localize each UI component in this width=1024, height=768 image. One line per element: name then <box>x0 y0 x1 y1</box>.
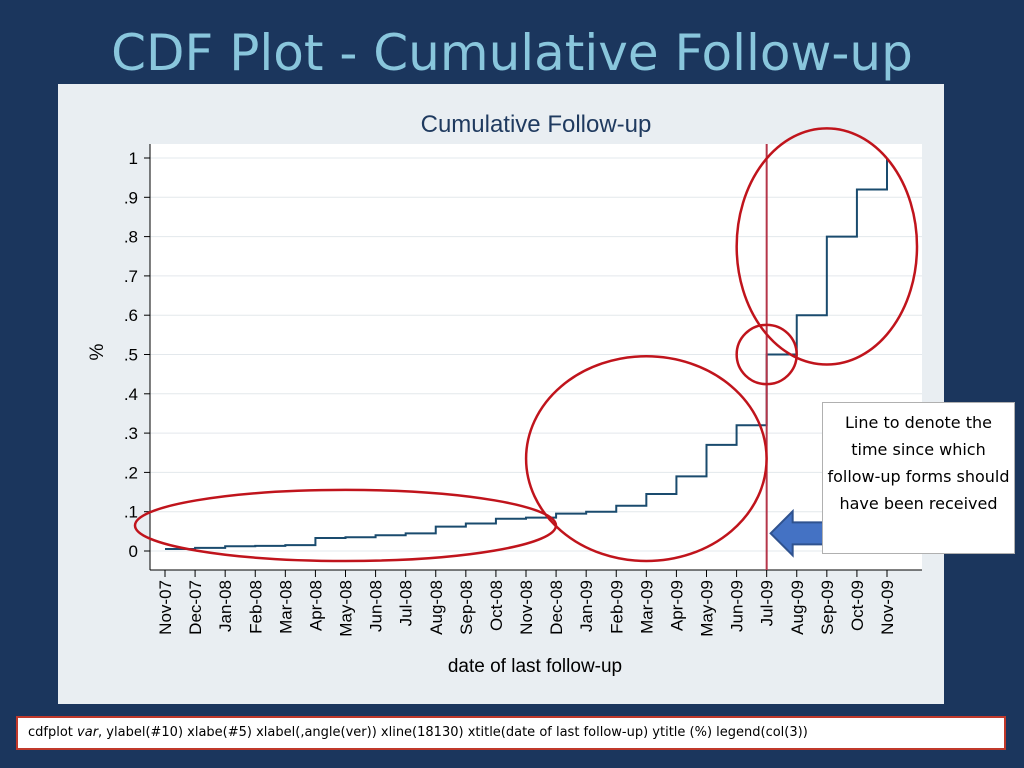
x-tick-label: Apr-08 <box>306 580 325 631</box>
x-tick-label: Jun-09 <box>728 580 747 632</box>
x-axis-title: date of last follow-up <box>448 656 622 677</box>
chart-title: Cumulative Follow-up <box>421 111 652 138</box>
highlight-ellipse <box>524 355 768 563</box>
x-tick-label: Jul-09 <box>758 580 777 626</box>
x-tick-label: Jan-09 <box>577 580 596 632</box>
x-tick-label: Feb-09 <box>607 580 626 634</box>
y-axis-title: % <box>87 343 108 360</box>
chart-frame: Cumulative Follow-up % date of last foll… <box>58 84 944 704</box>
x-tick-label: Jan-08 <box>216 580 235 632</box>
y-tick-label: .6 <box>124 306 138 325</box>
slide-title: CDF Plot - Cumulative Follow-up <box>111 24 913 82</box>
x-tick-label: Nov-08 <box>517 580 536 635</box>
plot-area <box>150 144 922 570</box>
y-tick-label: .4 <box>124 385 138 404</box>
x-tick-label: Oct-09 <box>848 580 867 631</box>
x-tick-label: Mar-08 <box>276 580 295 634</box>
x-tick-label: Apr-09 <box>667 580 686 631</box>
x-tick-label: Aug-08 <box>427 580 446 635</box>
x-tick-label: Nov-09 <box>878 580 897 635</box>
command-prefix: cdfplot <box>28 725 78 740</box>
y-tick-label: .2 <box>124 463 138 482</box>
y-tick-label: 0 <box>129 542 138 561</box>
stata-command-box: cdfplot var, ylabel(#10) xlabe(#5) xlabe… <box>16 716 1006 750</box>
y-tick-label: 1 <box>129 149 138 168</box>
y-tick-label: .3 <box>124 424 138 443</box>
x-tick-label: May-09 <box>698 580 717 637</box>
y-tick-label: .9 <box>124 188 138 207</box>
x-tick-label: Oct-08 <box>487 580 506 631</box>
y-tick-label: .7 <box>124 267 138 286</box>
x-tick-label: Aug-09 <box>788 580 807 635</box>
x-tick-label: Mar-09 <box>637 580 656 634</box>
highlight-ellipse <box>735 127 919 366</box>
y-tick-label: .5 <box>124 346 138 365</box>
x-tick-label: Feb-08 <box>246 580 265 634</box>
command-var: var <box>77 725 99 740</box>
reference-line-callout: Line to denote the time since which foll… <box>822 402 1015 554</box>
x-tick-label: Dec-08 <box>547 580 566 635</box>
y-tick-label: .8 <box>124 228 138 247</box>
x-tick-label: Dec-07 <box>186 580 205 635</box>
x-tick-label: Jun-08 <box>367 580 386 632</box>
x-tick-label: Nov-07 <box>156 580 175 635</box>
x-tick-label: May-08 <box>337 580 356 637</box>
cdf-chart: Cumulative Follow-up % date of last foll… <box>87 111 922 677</box>
command-rest: , ylabel(#10) xlabe(#5) xlabel(,angle(ve… <box>98 725 808 740</box>
y-tick-label: .1 <box>124 503 138 522</box>
x-tick-label: Jul-08 <box>397 580 416 626</box>
x-tick-label: Sep-09 <box>818 580 837 635</box>
x-tick-label: Sep-08 <box>457 580 476 635</box>
highlight-ellipse <box>735 323 798 386</box>
